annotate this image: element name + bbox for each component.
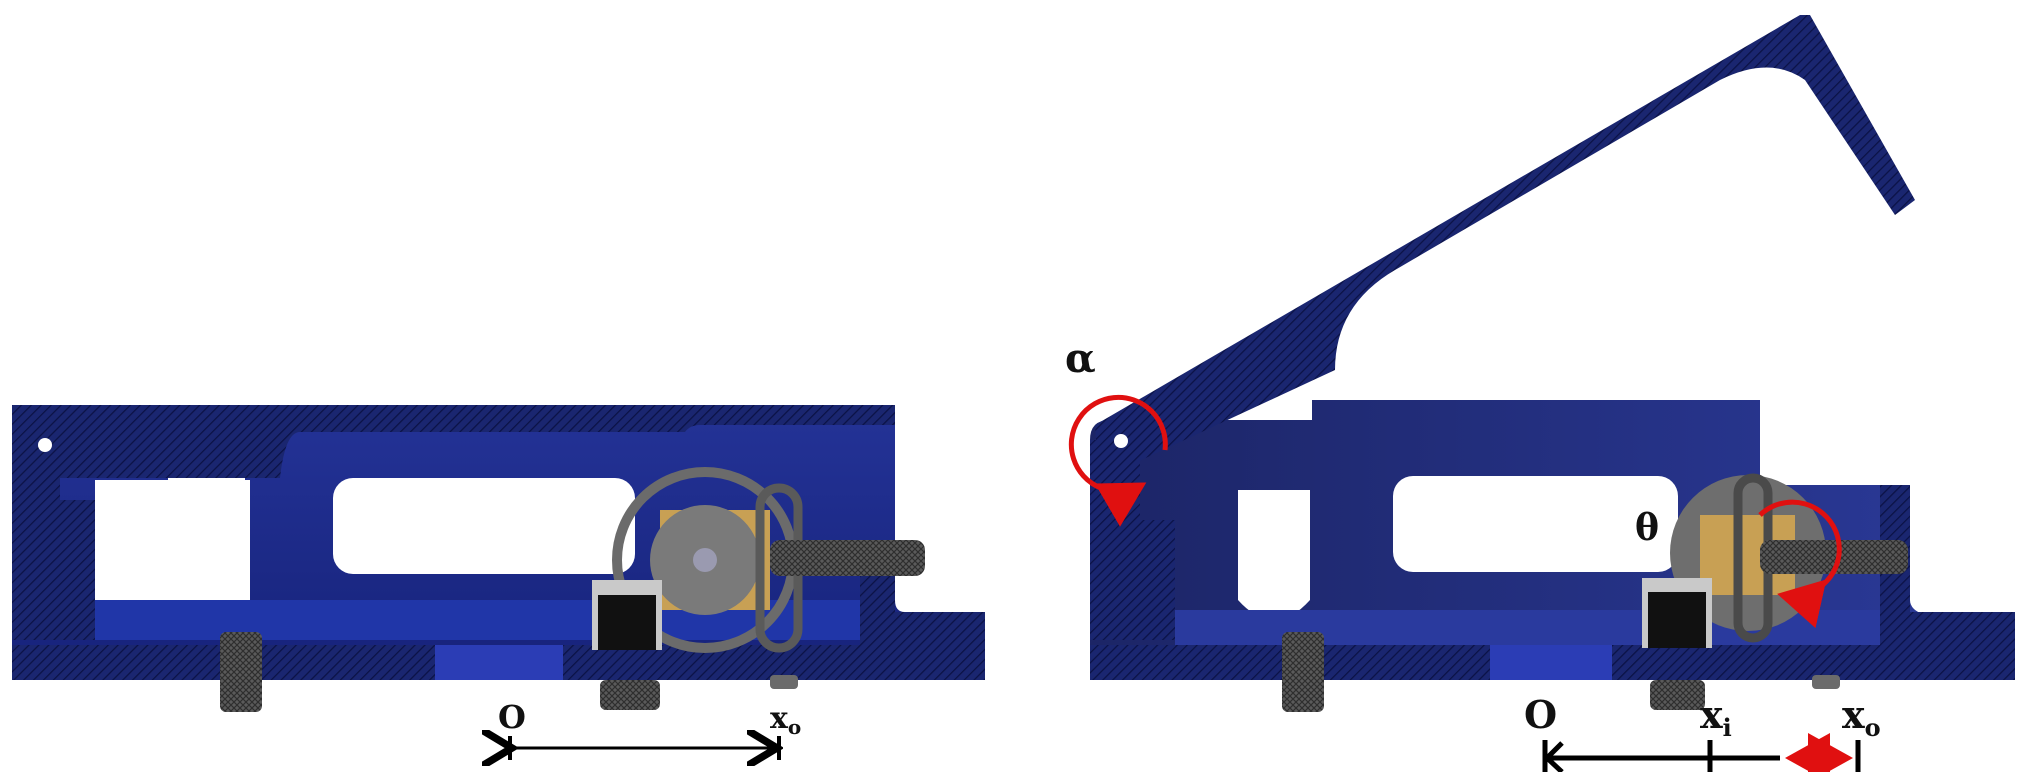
left-base-center	[435, 645, 563, 680]
right-xi-sub: i	[1723, 713, 1732, 742]
left-mechanism	[592, 467, 925, 710]
left-xo-label: xo	[770, 701, 801, 739]
left-lever-bar	[12, 405, 895, 478]
left-origin-label: O	[498, 698, 526, 736]
right-assembly: α θ O xi xo	[1065, 15, 2015, 772]
theta-label: θ	[1635, 507, 1659, 549]
right-xo-sub: o	[1865, 713, 1881, 742]
left-pivot-hole	[38, 438, 52, 452]
right-lever	[1095, 15, 1915, 470]
right-slot	[1238, 490, 1310, 620]
right-pivot-hole	[1114, 434, 1128, 448]
theta-rotation-arrow	[1758, 499, 1842, 629]
right-screw	[1282, 632, 1324, 712]
alpha-label: α	[1065, 335, 1096, 382]
right-xi-label: xi	[1700, 692, 1732, 742]
left-window	[333, 478, 635, 574]
left-xo-sub: o	[788, 715, 801, 739]
right-window	[1393, 476, 1678, 572]
left-screw	[220, 632, 262, 712]
left-wall	[12, 478, 95, 640]
alpha-rotation-arrow	[1068, 394, 1168, 527]
right-origin-label: O	[1524, 692, 1557, 737]
left-slot	[168, 478, 245, 635]
right-base-center	[1490, 645, 1612, 680]
left-assembly: O xo	[12, 405, 985, 760]
right-xo-label: xo	[1842, 692, 1881, 742]
right-black-dimension	[1543, 741, 1710, 772]
